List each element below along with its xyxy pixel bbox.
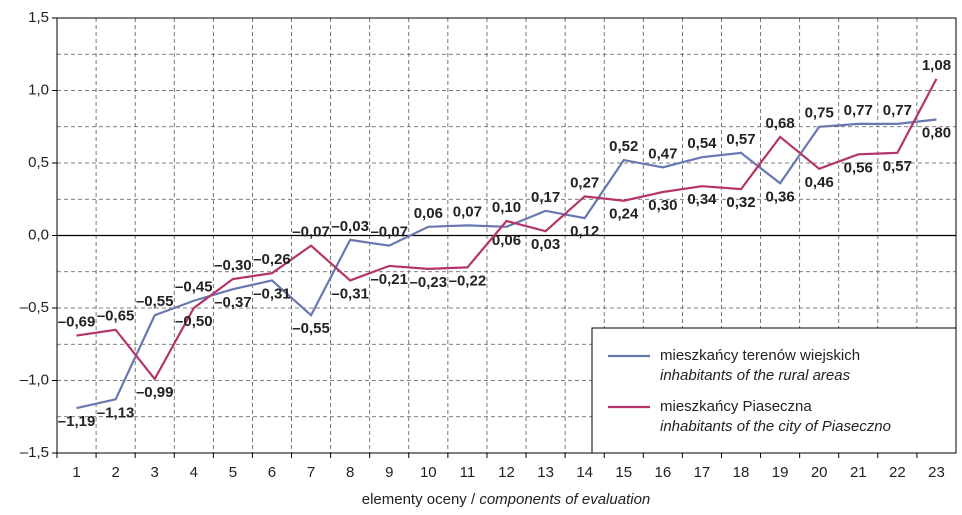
x-tick-label: 9: [385, 464, 393, 481]
x-axis-label: elementy oceny / components of evaluatio…: [362, 491, 651, 508]
value-label: –0,50: [175, 313, 213, 330]
value-label: 0,57: [883, 158, 912, 175]
value-label: –0,07: [370, 224, 408, 241]
x-tick-label: 12: [498, 464, 515, 481]
value-label: 0,36: [766, 188, 795, 205]
x-tick-label: 23: [928, 464, 945, 481]
series-line: [76, 78, 938, 382]
value-label: –0,26: [253, 251, 291, 268]
value-label: 0,07: [453, 203, 482, 220]
value-label: 0,56: [844, 159, 873, 176]
x-tick-label: 4: [190, 464, 198, 481]
x-tick-label: 21: [850, 464, 867, 481]
x-tick-label: 15: [615, 464, 632, 481]
y-tick-label: –1,5: [20, 444, 49, 461]
value-label: 0,06: [492, 232, 521, 249]
x-tick-label: 6: [268, 464, 276, 481]
value-label: –0,03: [331, 218, 369, 235]
x-tick-label: 22: [889, 464, 906, 481]
value-label: –0,37: [214, 294, 252, 311]
value-label: 0,12: [570, 223, 599, 240]
x-tick-label: 10: [420, 464, 437, 481]
value-label: 0,52: [609, 138, 638, 155]
x-tick-label: 11: [460, 464, 476, 481]
legend-label: mieszkańcy terenów wiejskich: [660, 347, 860, 364]
value-label: –0,45: [175, 279, 213, 296]
value-label: 0,32: [726, 194, 755, 211]
x-label-en: components of evaluation: [479, 491, 650, 508]
value-label: 0,68: [766, 115, 795, 132]
value-label: 0,47: [648, 145, 677, 162]
legend-box: [591, 327, 957, 454]
value-label: 0,77: [844, 102, 873, 119]
x-tick-label: 2: [111, 464, 119, 481]
value-label: 0,57: [726, 131, 755, 148]
value-label: –0,31: [331, 285, 369, 302]
value-label: –1,19: [58, 413, 96, 430]
value-label: 0,27: [570, 174, 599, 191]
x-tick-label: 7: [307, 464, 315, 481]
value-label: 0,77: [883, 102, 912, 119]
value-label: 0,54: [687, 135, 717, 152]
legend-label: mieszkańcy Piaseczna: [660, 398, 812, 415]
value-label: 0,24: [609, 206, 639, 223]
x-tick-label: 19: [772, 464, 789, 481]
x-tick-label: 20: [811, 464, 828, 481]
legend-label-en: inhabitants of the city of Piaseczno: [660, 418, 891, 435]
x-tick-label: 1: [72, 464, 80, 481]
value-label: 0,75: [805, 105, 834, 122]
x-label-pl: elementy oceny /: [362, 491, 476, 508]
value-label: 0,34: [687, 191, 717, 208]
x-tick-label: 8: [346, 464, 354, 481]
value-label: 0,80: [922, 124, 951, 141]
y-tick-label: –1,0: [20, 371, 49, 388]
y-tick-label: –0,5: [20, 299, 49, 316]
value-label: –0,69: [58, 314, 96, 331]
value-label: –0,23: [410, 274, 448, 291]
value-label: –0,31: [253, 285, 291, 302]
value-label: –0,07: [292, 224, 330, 241]
y-tick-label: 1,0: [28, 81, 49, 98]
value-label: 1,08: [922, 57, 951, 74]
value-label: –1,13: [97, 404, 135, 421]
value-label: –0,30: [214, 257, 252, 274]
value-label: –0,55: [136, 293, 174, 310]
value-label: 0,46: [805, 174, 834, 191]
plot-frame: [56, 17, 957, 454]
x-tick-label: 5: [229, 464, 237, 481]
value-label: 0,30: [648, 197, 677, 214]
value-label: 0,10: [492, 199, 521, 216]
x-tick-label: 16: [655, 464, 672, 481]
y-tick-label: 0,0: [28, 226, 49, 243]
x-tick-label: 18: [733, 464, 750, 481]
value-label: 0,06: [414, 205, 443, 222]
y-tick-label: 0,5: [28, 154, 49, 171]
x-tick-label: 13: [537, 464, 554, 481]
y-tick-label: 1,5: [28, 9, 49, 26]
value-label: –0,55: [292, 320, 330, 337]
legend-label-en: inhabitants of the rural areas: [660, 367, 851, 384]
value-label: –0,99: [136, 384, 174, 401]
series-line: [76, 118, 937, 410]
value-label: –0,22: [449, 272, 487, 289]
value-label: –0,65: [97, 308, 135, 325]
x-tick-label: 14: [576, 464, 593, 481]
x-tick-label: 17: [694, 464, 711, 481]
value-label: 0,03: [531, 236, 560, 253]
value-label: 0,17: [531, 189, 560, 206]
x-tick-label: 3: [151, 464, 159, 481]
value-label: –0,21: [370, 271, 408, 288]
